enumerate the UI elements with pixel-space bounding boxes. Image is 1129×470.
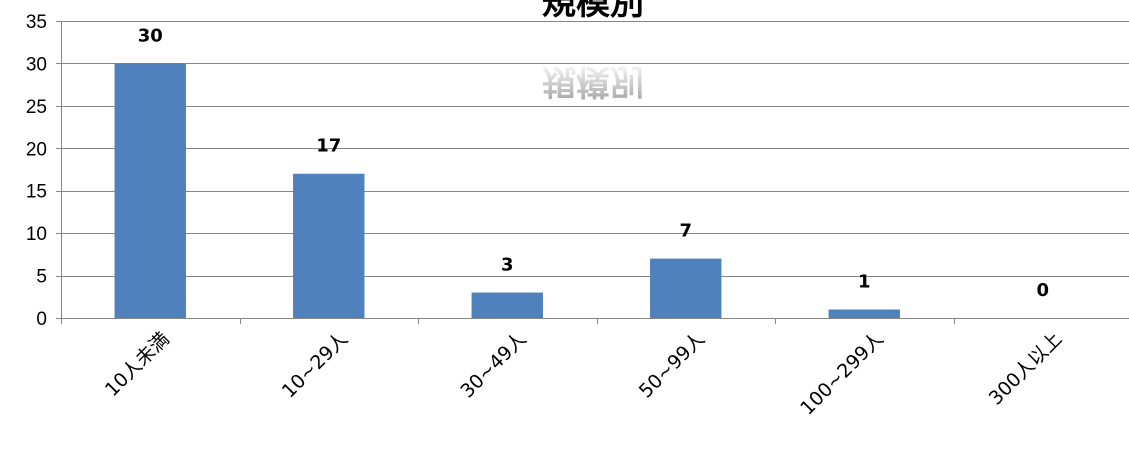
gridlines	[61, 21, 1129, 277]
y-tick-label: 25	[26, 97, 47, 118]
bar-value-label: 17	[316, 136, 341, 157]
bar	[293, 173, 365, 318]
bar	[828, 309, 900, 318]
chart-title-group: 規模別 規模別	[542, 0, 644, 101]
bar-value-label: 1	[858, 272, 871, 293]
y-tick-label: 20	[26, 139, 47, 160]
bar	[114, 63, 186, 318]
chart-title-reflection: 規模別	[542, 61, 644, 101]
x-category-label: 100~299人	[796, 328, 888, 420]
x-category-label: 30~49人	[456, 328, 530, 402]
bar-value-label: 0	[1036, 280, 1049, 301]
bar	[471, 292, 543, 318]
y-tick-label: 30	[26, 54, 47, 75]
x-category-label: 300人以上	[985, 328, 1067, 410]
y-tick-label: 5	[36, 267, 47, 288]
x-category-label: 10~29人	[278, 328, 352, 402]
y-tick-labels: 0 5 10 15 20 25 30 35	[26, 12, 47, 330]
chart-title: 規模別	[542, 0, 644, 23]
bar-value-label: 30	[138, 25, 163, 46]
x-category-label: 50~99人	[635, 328, 709, 402]
bar-value-label: 3	[501, 255, 514, 276]
bar-value-label: 7	[679, 221, 692, 242]
x-category-label: 10人未満	[101, 328, 174, 401]
bar	[650, 258, 722, 318]
data-labels: 30 17 3 7 1 0	[138, 25, 1049, 301]
x-tick-labels: 10人未満 10~29人 30~49人 50~99人 100~299人 300人以上	[101, 328, 1066, 420]
bars	[114, 63, 900, 318]
y-tick-label: 15	[26, 182, 47, 203]
y-tick-label: 35	[26, 12, 47, 33]
y-tick-label: 0	[36, 309, 47, 330]
axes	[56, 21, 1129, 324]
y-tick-label: 10	[26, 224, 47, 245]
